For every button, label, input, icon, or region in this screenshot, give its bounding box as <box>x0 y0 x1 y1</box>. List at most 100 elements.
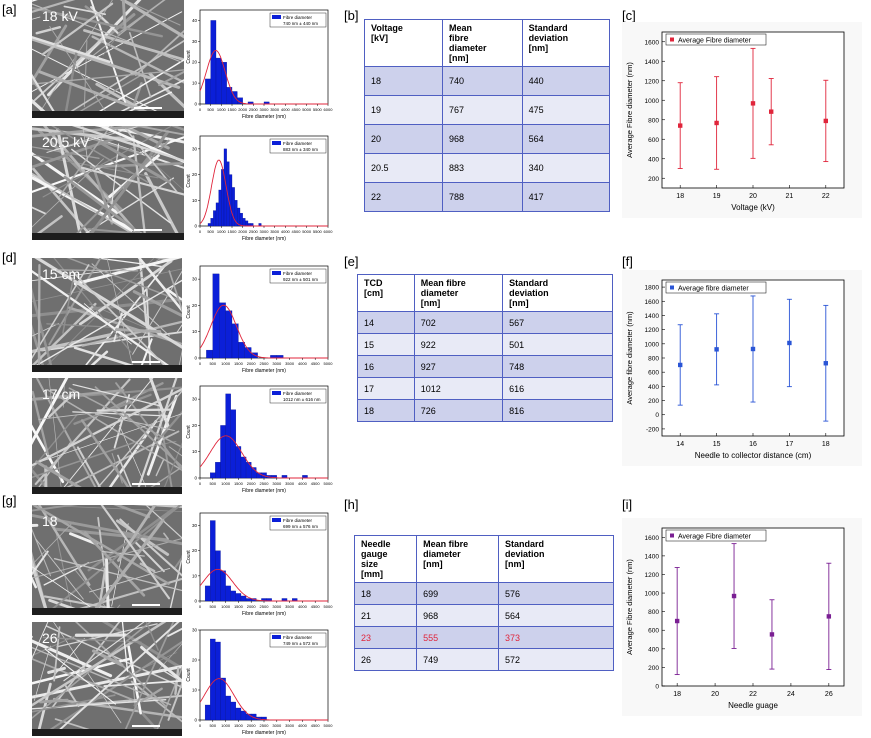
legend-swatch <box>272 271 281 275</box>
x-tick-label: 2000 <box>238 229 248 234</box>
x-tick-label: 3000 <box>272 604 282 609</box>
sem-image-a1: 18 kV <box>32 0 184 118</box>
fibre-strand <box>161 669 182 683</box>
fibre-strand <box>32 566 91 607</box>
fibre-strand <box>32 206 47 215</box>
x-tick-label: 3000 <box>272 481 282 486</box>
fibre-strand <box>34 645 51 701</box>
fibre-strand <box>32 657 131 685</box>
x-tick-label: 500 <box>209 723 216 728</box>
fibre-strand <box>113 505 151 519</box>
histogram-bar <box>237 97 243 105</box>
fibre-strand <box>167 627 182 637</box>
histogram-bar <box>210 638 216 721</box>
fibre-strand <box>32 268 182 303</box>
x-axis-label: Fibre diameter (nm) <box>242 730 286 736</box>
fibre-strand <box>32 0 76 14</box>
fibre-strand <box>89 303 147 329</box>
y-tick-label: 30 <box>192 523 198 528</box>
table-cell: 555 <box>416 626 500 649</box>
table-row: 18 740 440 <box>363 66 611 96</box>
histogram-bar <box>239 212 243 227</box>
x-tick-label: 500 <box>209 604 216 609</box>
y-tick-label: 1400 <box>645 553 660 560</box>
x-tick-label: 4000 <box>298 481 308 486</box>
x-tick-label: 3500 <box>285 481 295 486</box>
fibre-strand <box>32 389 125 401</box>
x-tick-label: 15 <box>713 441 721 448</box>
histogram-bar <box>220 570 226 602</box>
fibre-strand <box>39 698 69 704</box>
sem-scale-bar <box>132 604 160 606</box>
fibre-strand <box>32 69 184 85</box>
x-axis-label: Needle to collector distance (cm) <box>695 451 812 460</box>
histogram-bar <box>235 707 242 721</box>
x-tick-label: 4500 <box>292 107 302 112</box>
histogram-bar <box>213 210 217 227</box>
x-tick-label: 3000 <box>260 107 270 112</box>
fibre-strand <box>46 126 142 153</box>
legend-stats: 922 nm ± 501 nm <box>283 277 318 282</box>
panel-label-i: [i] <box>622 497 633 512</box>
x-tick-label: 2000 <box>247 481 257 486</box>
legend-label: Average Fibre diameter <box>678 534 752 541</box>
fibre-strand <box>34 258 182 349</box>
y-axis-label: Count <box>186 50 192 64</box>
x-tick-label: 1000 <box>221 604 231 609</box>
x-tick-label: 0 <box>199 107 202 112</box>
chart-needle-gauge: 0 200 400 600 800 1000 1200 1400 1600 18 20 22 24 26 N… <box>622 518 862 716</box>
table-cell: 20 <box>363 124 444 154</box>
table-row: 20 968 564 <box>363 124 611 154</box>
table-row: 26 749 572 <box>353 648 614 671</box>
fibre-strand <box>53 258 132 353</box>
fibre-strand <box>56 128 83 240</box>
x-tick-label: 4500 <box>311 361 321 366</box>
x-tick-label: 4000 <box>281 107 291 112</box>
fibre-strand <box>134 29 184 76</box>
fibre-strand <box>32 513 182 546</box>
x-axis-label: Voltage (kV) <box>731 203 775 212</box>
fibre-strand <box>92 258 163 268</box>
fibre-strand <box>87 59 184 118</box>
x-tick-label: 4000 <box>298 604 308 609</box>
data-point <box>826 614 832 619</box>
table-cell: 14 <box>357 311 415 334</box>
x-tick-label: 22 <box>749 691 757 698</box>
x-axis-label: Fibre diameter (nm) <box>242 368 286 374</box>
fibre-strand <box>69 532 99 546</box>
table-cell: 417 <box>521 182 611 212</box>
x-tick-label: 5000 <box>324 604 334 609</box>
histogram-bar <box>204 585 211 602</box>
data-point <box>769 109 774 114</box>
fibre-strand <box>35 460 86 492</box>
table-row: 15 922 501 <box>357 333 613 356</box>
x-tick-label: 5000 <box>324 723 334 728</box>
histogram-bar <box>220 677 226 721</box>
y-tick-label: 1000 <box>645 341 660 348</box>
fibre-strand <box>145 505 182 539</box>
sem-scale-bar <box>134 229 162 231</box>
x-tick-label: 18 <box>822 441 830 448</box>
histogram-bar <box>215 550 221 602</box>
table-cell: 572 <box>498 648 614 671</box>
legend-stats: 699 nm ± 576 nm <box>283 524 318 529</box>
y-tick-label: 1400 <box>645 59 660 66</box>
fibre-strand <box>46 323 113 328</box>
x-tick-label: 1500 <box>228 107 238 112</box>
x-tick-label: 6000 <box>324 107 334 112</box>
sem-label: 26 <box>42 630 58 646</box>
y-axis-label: Average fibre diameter (nm) <box>625 311 634 405</box>
x-tick-label: 1500 <box>228 229 238 234</box>
x-tick-label: 16 <box>749 441 757 448</box>
data-point <box>750 346 756 352</box>
fibre-strand <box>35 25 62 35</box>
histogram-bar <box>212 273 220 359</box>
normal-fit-curve <box>199 678 328 721</box>
table-row: 22 788 417 <box>363 182 611 212</box>
fibre-strand <box>32 165 97 240</box>
sem-fibres <box>32 378 182 494</box>
fibre-strand <box>92 166 114 225</box>
legend-stats: 1012 nm ± 616 nm <box>283 397 321 402</box>
histogram-bar <box>238 342 245 359</box>
table-cell: 1012 <box>413 377 504 400</box>
